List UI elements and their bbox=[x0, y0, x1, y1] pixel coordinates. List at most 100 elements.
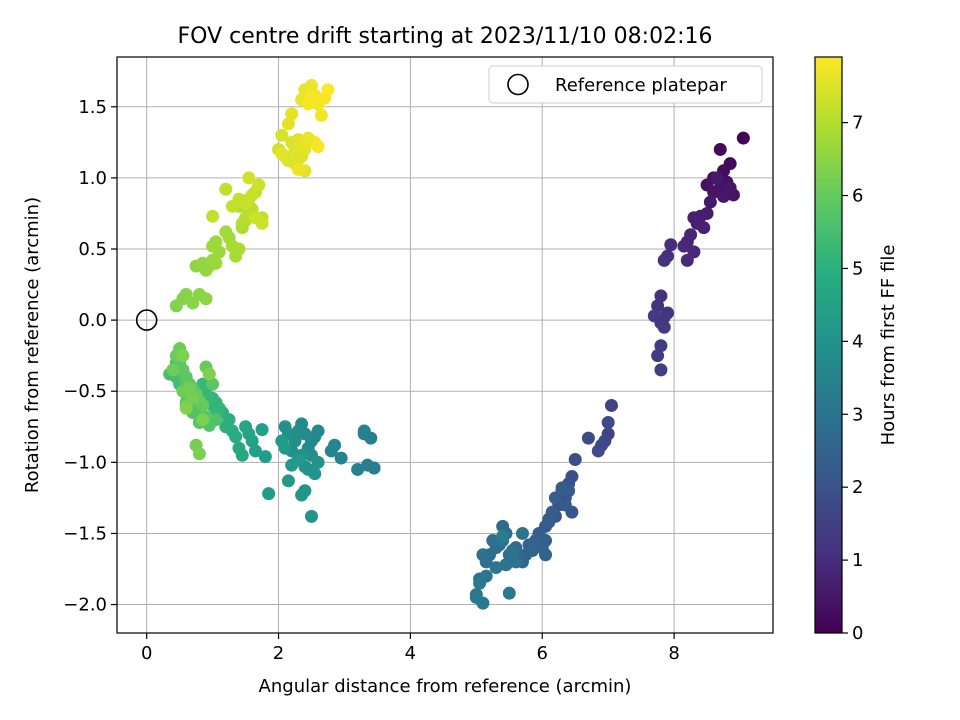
data-point bbox=[476, 548, 490, 562]
data-point bbox=[357, 427, 371, 441]
data-point bbox=[252, 178, 266, 192]
data-point bbox=[710, 171, 724, 185]
y-tick-label: 1.5 bbox=[78, 97, 107, 118]
data-point bbox=[304, 88, 318, 102]
data-point bbox=[473, 576, 487, 590]
data-point bbox=[285, 107, 299, 121]
data-point bbox=[713, 142, 727, 156]
reference-marker bbox=[135, 309, 158, 331]
data-point bbox=[311, 140, 325, 154]
data-point bbox=[591, 444, 605, 458]
data-point bbox=[489, 561, 503, 575]
data-point bbox=[245, 188, 259, 202]
data-points bbox=[163, 78, 750, 610]
data-point bbox=[647, 309, 661, 323]
data-point bbox=[166, 363, 180, 377]
data-point bbox=[209, 235, 223, 249]
legend-entry-reference: Reference platepar bbox=[555, 75, 727, 96]
data-point bbox=[311, 455, 325, 469]
data-point bbox=[183, 381, 197, 395]
data-point bbox=[654, 339, 668, 353]
colorbar-tick-label: 3 bbox=[852, 404, 863, 425]
legend-reference-marker bbox=[507, 73, 529, 96]
colorbar-gradient bbox=[814, 56, 843, 634]
colorbar: 0 1 2 3 4 5 6 7 Hours from first FF file bbox=[814, 56, 899, 644]
data-point bbox=[654, 363, 668, 377]
gridlines bbox=[117, 57, 773, 633]
x-tick-label: 8 bbox=[668, 643, 679, 664]
data-point bbox=[278, 441, 292, 455]
data-point bbox=[192, 447, 206, 461]
data-point bbox=[281, 117, 295, 131]
data-point bbox=[361, 458, 375, 472]
data-point bbox=[601, 416, 615, 430]
data-point bbox=[697, 221, 711, 235]
colorbar-tick-label: 0 bbox=[852, 623, 863, 644]
data-point bbox=[334, 451, 348, 465]
plot-frame bbox=[116, 56, 774, 634]
data-point bbox=[209, 413, 223, 427]
data-point bbox=[515, 526, 529, 540]
data-point bbox=[680, 253, 694, 267]
data-point bbox=[509, 555, 523, 569]
y-tick-label: 0.5 bbox=[78, 239, 107, 260]
data-point bbox=[476, 596, 490, 610]
data-point bbox=[321, 83, 335, 97]
data-point bbox=[262, 487, 276, 501]
x-tick-label: 0 bbox=[141, 643, 152, 664]
y-axis-label: Rotation from reference (arcmin) bbox=[22, 197, 43, 493]
data-point bbox=[258, 450, 272, 464]
data-point bbox=[548, 491, 562, 505]
data-point bbox=[196, 398, 210, 412]
data-point bbox=[502, 586, 516, 600]
colorbar-tick-label: 5 bbox=[852, 258, 863, 279]
data-point bbox=[539, 548, 553, 562]
colorbar-ticks: 0 1 2 3 4 5 6 7 bbox=[842, 113, 863, 644]
data-point bbox=[304, 78, 318, 92]
data-point bbox=[295, 488, 309, 502]
data-point bbox=[255, 423, 269, 437]
data-point bbox=[651, 349, 665, 363]
x-tick-label: 2 bbox=[273, 643, 284, 664]
y-tick-label: −2.0 bbox=[63, 595, 107, 616]
data-point bbox=[657, 253, 671, 267]
data-point bbox=[677, 239, 691, 253]
x-axis-ticks: 0 2 4 6 8 bbox=[141, 633, 680, 664]
data-point bbox=[496, 519, 510, 533]
legend-box bbox=[488, 65, 763, 104]
legend: Reference platepar bbox=[488, 65, 763, 104]
y-tick-label: −1.0 bbox=[63, 452, 107, 473]
data-point bbox=[654, 289, 668, 303]
data-point bbox=[581, 431, 595, 445]
data-point bbox=[291, 452, 305, 466]
data-point bbox=[291, 152, 305, 166]
data-point bbox=[736, 131, 750, 145]
data-point bbox=[248, 444, 262, 458]
data-point bbox=[232, 242, 246, 256]
data-point bbox=[486, 534, 500, 548]
data-point bbox=[199, 292, 213, 306]
data-point bbox=[499, 558, 513, 572]
data-point bbox=[555, 481, 569, 495]
data-point bbox=[568, 452, 582, 466]
data-point bbox=[604, 398, 618, 412]
colorbar-tick-label: 2 bbox=[852, 477, 863, 498]
data-point bbox=[324, 444, 338, 458]
colorbar-tick-label: 1 bbox=[852, 550, 863, 571]
colorbar-label: Hours from first FF file bbox=[878, 245, 899, 446]
x-tick-label: 6 bbox=[537, 643, 548, 664]
data-point bbox=[542, 515, 556, 529]
data-point bbox=[558, 498, 572, 512]
data-point bbox=[232, 441, 246, 455]
data-point bbox=[281, 474, 295, 488]
data-point bbox=[275, 128, 289, 142]
data-point bbox=[176, 349, 190, 363]
data-point bbox=[278, 420, 292, 434]
data-point bbox=[219, 420, 233, 434]
data-point bbox=[723, 181, 737, 195]
data-point bbox=[545, 505, 559, 519]
data-point bbox=[291, 424, 305, 438]
data-point bbox=[308, 467, 322, 481]
data-point bbox=[196, 413, 210, 427]
